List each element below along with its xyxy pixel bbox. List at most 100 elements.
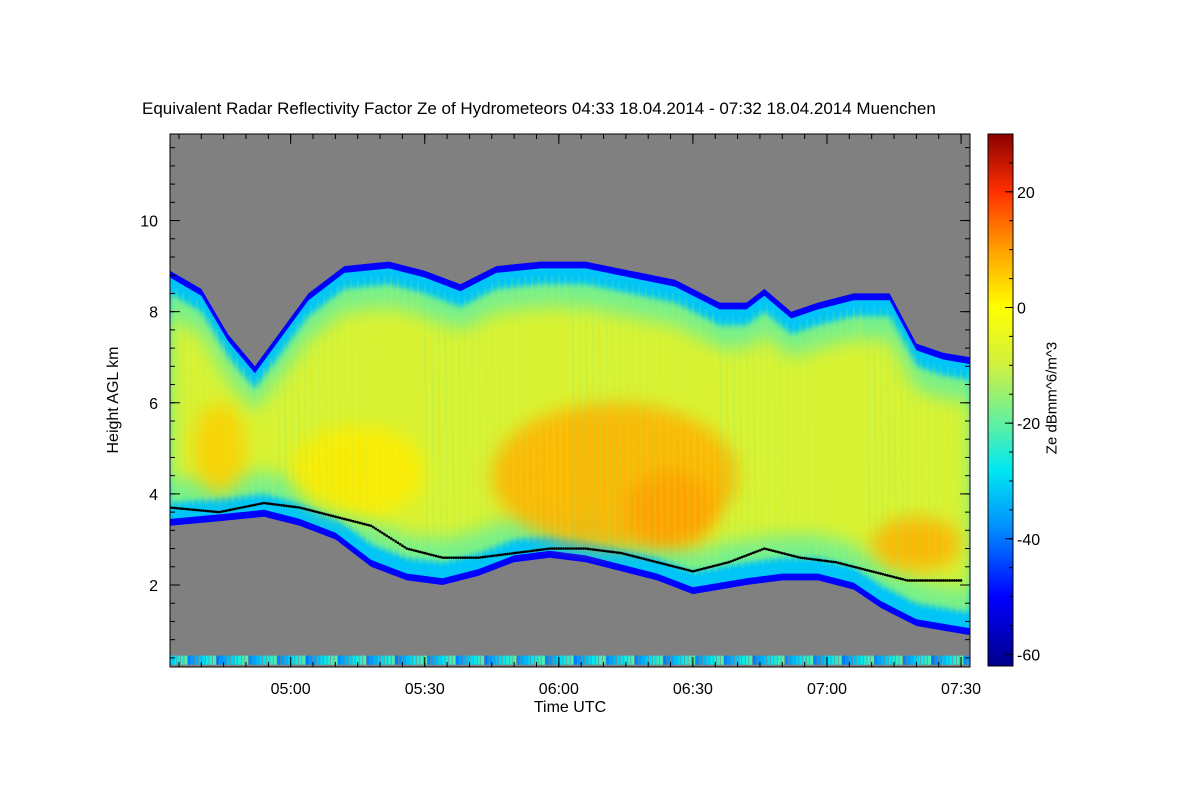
ground-clutter (184, 655, 188, 665)
ground-clutter (355, 655, 359, 665)
melting-layer-point (611, 550, 614, 554)
ground-clutter (330, 655, 334, 665)
ground-clutter (509, 655, 513, 665)
streak (772, 310, 778, 564)
ground-clutter (767, 655, 771, 665)
melting-layer-point (754, 550, 757, 554)
melting-layer-point (716, 563, 719, 567)
melting-layer-point (443, 556, 447, 559)
melting-layer-point (890, 575, 894, 578)
melting-layer-point (593, 548, 596, 551)
ground-clutter (835, 655, 839, 665)
streak (946, 367, 952, 614)
ground-clutter (613, 655, 617, 665)
melting-layer-point (783, 552, 786, 555)
ground-clutter (209, 655, 213, 665)
melting-layer-point (582, 547, 585, 550)
melting-layer-point (664, 563, 668, 566)
streak (437, 289, 442, 567)
melting-layer-point (477, 556, 480, 559)
ground-clutter (634, 655, 638, 665)
melting-layer-point (220, 510, 223, 513)
ground-clutter (234, 655, 238, 665)
ground-clutter (652, 655, 656, 665)
streak (517, 277, 523, 544)
ground-clutter (373, 655, 377, 665)
melting-layer-point (615, 551, 619, 554)
melting-layer-point (365, 523, 368, 526)
melting-layer-point (620, 551, 623, 555)
ground-clutter (448, 655, 452, 665)
melting-layer-point (689, 569, 692, 573)
ground-clutter (842, 655, 846, 665)
melting-layer-point (211, 510, 214, 513)
ground-clutter (423, 655, 427, 665)
melting-layer-point (787, 553, 791, 557)
y-tick-label: 2 (149, 578, 158, 595)
x-tick-label: 06:00 (539, 681, 579, 698)
melting-layer-point (439, 555, 442, 559)
melting-layer-point (358, 521, 362, 525)
streak (671, 292, 677, 569)
streak (195, 299, 201, 506)
ground-clutter (295, 655, 299, 665)
melting-layer-point (226, 508, 230, 512)
melting-layer-point (948, 579, 952, 582)
melting-layer-point (693, 569, 697, 573)
melting-layer-point (378, 530, 382, 533)
ground-clutter (384, 655, 388, 665)
x-tick-label: 06:30 (673, 681, 713, 698)
x-tick-label: 07:00 (807, 681, 847, 698)
melting-layer-point (282, 504, 286, 507)
melting-layer-point (841, 562, 844, 566)
streak (718, 316, 724, 572)
ground-clutter (488, 655, 492, 665)
ground-clutter (170, 655, 173, 665)
ground-clutter (881, 655, 885, 665)
streak (403, 279, 409, 562)
melting-layer-point (206, 509, 210, 513)
melting-layer-point (591, 548, 594, 551)
streak (879, 307, 885, 590)
melting-layer-point (179, 507, 183, 510)
melting-layer-point (830, 560, 833, 563)
melting-layer-point (287, 504, 290, 508)
ground-clutter (223, 655, 227, 665)
melting-layer-point (924, 579, 927, 582)
ground-clutter (498, 655, 502, 665)
streak (859, 307, 865, 576)
streak (551, 275, 556, 540)
melting-layer-point (687, 568, 690, 572)
melting-layer-point (957, 579, 961, 582)
melting-layer-point (454, 556, 458, 559)
ground-clutter (595, 655, 599, 665)
melting-layer-point (193, 508, 196, 512)
streak (604, 279, 610, 550)
ground-clutter (674, 655, 678, 665)
melting-layer-point (271, 502, 275, 506)
streak (356, 278, 362, 539)
melting-layer-point (843, 563, 847, 566)
ground-clutter (237, 655, 241, 665)
ground-clutter (545, 655, 549, 665)
melting-layer-point (897, 576, 900, 580)
melting-layer-point (521, 550, 525, 554)
melting-layer-point (289, 505, 292, 508)
ground-clutter (702, 655, 706, 665)
ground-clutter (938, 655, 942, 665)
streak (383, 275, 389, 554)
reflectivity-core (192, 402, 246, 494)
melting-layer-point (756, 549, 760, 553)
ground-clutter (902, 655, 906, 665)
ground-clutter (759, 655, 763, 665)
ground-clutter (441, 655, 445, 665)
melting-layer-point (655, 560, 659, 564)
ground-clutter (666, 655, 670, 665)
melting-layer-point (546, 547, 549, 551)
ground-clutter (513, 655, 517, 665)
melting-layer-point (845, 563, 849, 567)
y-axis: 2 4 6 8 10 (140, 147, 970, 659)
streak (370, 277, 375, 549)
melting-layer-point (870, 570, 873, 573)
melting-layer-point (510, 552, 514, 555)
